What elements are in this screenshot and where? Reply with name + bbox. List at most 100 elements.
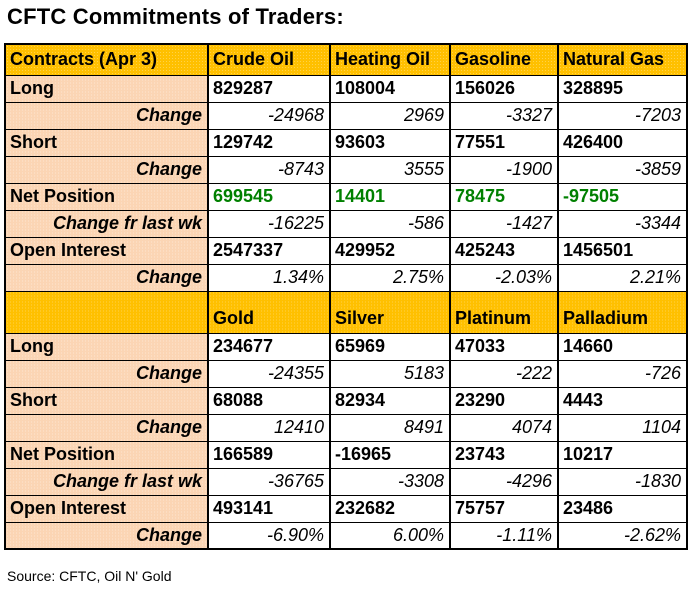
data-cell: -1.11% bbox=[449, 521, 559, 550]
data-cell: 234677 bbox=[207, 332, 331, 361]
row-label: Change fr last wk bbox=[4, 467, 209, 496]
data-cell: -3344 bbox=[557, 209, 688, 238]
row-label: Change bbox=[4, 413, 209, 442]
data-cell: -97505 bbox=[557, 182, 688, 211]
data-cell: 1104 bbox=[557, 413, 688, 442]
data-cell: -1427 bbox=[449, 209, 559, 238]
section-header-row: Gold Silver Platinum Palladium bbox=[4, 290, 688, 334]
source-note: Source: CFTC, Oil N' Gold bbox=[7, 568, 172, 584]
data-cell: -7203 bbox=[557, 101, 688, 130]
section-header-row: Contracts (Apr 3) Crude Oil Heating Oil Gas… bbox=[4, 43, 688, 76]
data-cell: 6.00% bbox=[329, 521, 451, 550]
row-label: Change bbox=[4, 155, 209, 184]
column-header: Crude Oil bbox=[207, 43, 331, 76]
table-row: Short 129742 93603 77551 426400 bbox=[4, 128, 688, 157]
data-cell: 493141 bbox=[207, 494, 331, 523]
row-label: Change fr last wk bbox=[4, 209, 209, 238]
row-label: Change bbox=[4, 263, 209, 292]
cot-table: Contracts (Apr 3) Crude Oil Heating Oil Gas… bbox=[4, 43, 688, 550]
table-row: Change fr last wk -36765 -3308 -4296 -1830 bbox=[4, 467, 688, 496]
data-cell: 2547337 bbox=[207, 236, 331, 265]
data-cell: -6.90% bbox=[207, 521, 331, 550]
data-cell: -222 bbox=[449, 359, 559, 388]
data-cell: 108004 bbox=[329, 74, 451, 103]
table-row: Change fr last wk -16225 -586 -1427 -3344 bbox=[4, 209, 688, 238]
row-label: Short bbox=[4, 386, 209, 415]
table-row: Change -24355 5183 -222 -726 bbox=[4, 359, 688, 388]
data-cell: -1830 bbox=[557, 467, 688, 496]
row-label-column-header: Contracts (Apr 3) bbox=[4, 43, 209, 76]
cot-table-body: Contracts (Apr 3) Crude Oil Heating Oil Gas… bbox=[4, 43, 688, 550]
data-cell: 3555 bbox=[329, 155, 451, 184]
data-cell: -586 bbox=[329, 209, 451, 238]
column-header: Platinum bbox=[449, 290, 559, 334]
data-cell: 5183 bbox=[329, 359, 451, 388]
data-cell: 47033 bbox=[449, 332, 559, 361]
data-cell: 2969 bbox=[329, 101, 451, 130]
data-cell: 426400 bbox=[557, 128, 688, 157]
table-row: Net Position 699545 14401 78475 -97505 bbox=[4, 182, 688, 211]
data-cell: 8491 bbox=[329, 413, 451, 442]
row-label: Change bbox=[4, 101, 209, 130]
page-title: CFTC Commitments of Traders: bbox=[7, 4, 344, 29]
row-label: Net Position bbox=[4, 182, 209, 211]
data-cell: 23290 bbox=[449, 386, 559, 415]
table-row: Change 1.34% 2.75% -2.03% 2.21% bbox=[4, 263, 688, 292]
column-header: Gasoline bbox=[449, 43, 559, 76]
table-row: Change 12410 8491 4074 1104 bbox=[4, 413, 688, 442]
row-label: Change bbox=[4, 521, 209, 550]
data-cell: 699545 bbox=[207, 182, 331, 211]
row-label: Long bbox=[4, 332, 209, 361]
data-cell: -36765 bbox=[207, 467, 331, 496]
data-cell: 75757 bbox=[449, 494, 559, 523]
data-cell: 82934 bbox=[329, 386, 451, 415]
data-cell: 14660 bbox=[557, 332, 688, 361]
table-row: Open Interest 2547337 429952 425243 1456501 bbox=[4, 236, 688, 265]
column-header: Heating Oil bbox=[329, 43, 451, 76]
data-cell: -8743 bbox=[207, 155, 331, 184]
data-cell: -16225 bbox=[207, 209, 331, 238]
table-row: Long 234677 65969 47033 14660 bbox=[4, 332, 688, 361]
table-row: Open Interest 493141 232682 75757 23486 bbox=[4, 494, 688, 523]
data-cell: 328895 bbox=[557, 74, 688, 103]
row-label: Open Interest bbox=[4, 236, 209, 265]
column-header: Silver bbox=[329, 290, 451, 334]
data-cell: 68088 bbox=[207, 386, 331, 415]
table-row: Change -24968 2969 -3327 -7203 bbox=[4, 101, 688, 130]
data-cell: -16965 bbox=[329, 440, 451, 469]
row-label: Open Interest bbox=[4, 494, 209, 523]
data-cell: -3859 bbox=[557, 155, 688, 184]
row-label: Change bbox=[4, 359, 209, 388]
data-cell: 12410 bbox=[207, 413, 331, 442]
data-cell: 14401 bbox=[329, 182, 451, 211]
data-cell: 429952 bbox=[329, 236, 451, 265]
data-cell: -4296 bbox=[449, 467, 559, 496]
data-cell: 156026 bbox=[449, 74, 559, 103]
table-row: Change -8743 3555 -1900 -3859 bbox=[4, 155, 688, 184]
data-cell: 829287 bbox=[207, 74, 331, 103]
data-cell: 425243 bbox=[449, 236, 559, 265]
row-label: Long bbox=[4, 74, 209, 103]
data-cell: 2.21% bbox=[557, 263, 688, 292]
table-row: Long 829287 108004 156026 328895 bbox=[4, 74, 688, 103]
row-label: Short bbox=[4, 128, 209, 157]
table-row: Net Position 166589 -16965 23743 10217 bbox=[4, 440, 688, 469]
data-cell: 78475 bbox=[449, 182, 559, 211]
data-cell: 23486 bbox=[557, 494, 688, 523]
data-cell: 4443 bbox=[557, 386, 688, 415]
data-cell: 93603 bbox=[329, 128, 451, 157]
data-cell: 10217 bbox=[557, 440, 688, 469]
data-cell: 2.75% bbox=[329, 263, 451, 292]
data-cell: 77551 bbox=[449, 128, 559, 157]
data-cell: 65969 bbox=[329, 332, 451, 361]
data-cell: -24968 bbox=[207, 101, 331, 130]
data-cell: -2.03% bbox=[449, 263, 559, 292]
column-header: Natural Gas bbox=[557, 43, 688, 76]
data-cell: 23743 bbox=[449, 440, 559, 469]
table-row: Short 68088 82934 23290 4443 bbox=[4, 386, 688, 415]
data-cell: 1.34% bbox=[207, 263, 331, 292]
data-cell: -1900 bbox=[449, 155, 559, 184]
data-cell: 1456501 bbox=[557, 236, 688, 265]
data-cell: 166589 bbox=[207, 440, 331, 469]
data-cell: -2.62% bbox=[557, 521, 688, 550]
